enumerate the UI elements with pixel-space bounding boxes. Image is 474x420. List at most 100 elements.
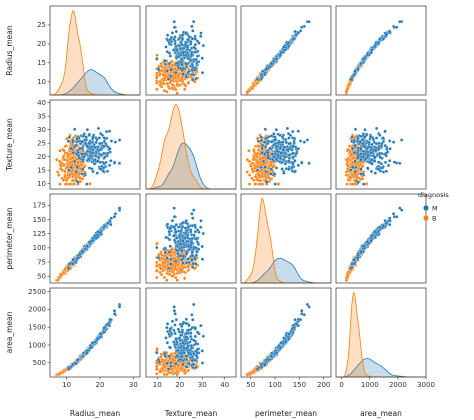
point-M: [259, 76, 263, 81]
point-M: [373, 155, 377, 159]
point-M: [96, 230, 100, 234]
point-M: [287, 156, 292, 160]
point-M: [71, 151, 76, 155]
point-M: [69, 146, 73, 151]
panel-area_mean-vs-Radius_mean: [335, 5, 427, 96]
point-B: [344, 275, 349, 280]
point-M: [177, 225, 181, 229]
point-M: [156, 67, 160, 71]
point-M: [274, 144, 279, 148]
point-M: [369, 135, 373, 139]
point-B: [78, 176, 82, 180]
point-B: [252, 149, 256, 153]
point-M: [194, 246, 198, 250]
point-B: [193, 266, 197, 270]
point-M: [108, 219, 112, 223]
point-M: [74, 260, 78, 265]
point-M: [108, 147, 112, 151]
point-M: [260, 151, 264, 155]
point-B: [71, 174, 75, 178]
point-M: [294, 151, 299, 155]
point-M: [193, 257, 197, 261]
point-M: [190, 37, 195, 41]
ytick-label: 35: [37, 112, 46, 120]
point-M: [112, 215, 117, 219]
point-B: [158, 267, 163, 271]
point-M: [263, 136, 268, 141]
point-M: [361, 182, 366, 186]
point-M: [282, 171, 286, 175]
point-M: [383, 143, 387, 148]
point-B: [253, 175, 258, 179]
point-M: [71, 138, 75, 143]
point-M: [291, 144, 295, 148]
point-M: [93, 162, 97, 166]
point-M: [174, 29, 178, 34]
point-M: [356, 146, 360, 151]
point-M: [285, 126, 290, 131]
point-M: [361, 149, 366, 153]
point-M: [269, 167, 274, 171]
point-M: [186, 38, 191, 42]
point-M: [263, 127, 267, 131]
point-M: [113, 140, 118, 144]
point-M: [78, 146, 82, 151]
point-M: [166, 77, 171, 81]
point-M: [67, 135, 72, 139]
point-M: [190, 250, 194, 254]
point-M: [165, 222, 170, 226]
panel-area_mean-vs-perimeter_mean: [335, 193, 427, 284]
point-M: [353, 159, 357, 164]
point-M: [190, 258, 194, 262]
point-B: [59, 164, 63, 168]
point-M: [369, 151, 373, 155]
point-M: [378, 133, 382, 137]
point-M: [173, 41, 177, 46]
point-M: [200, 244, 204, 249]
panel-background: [50, 6, 140, 95]
ytick-label: 150: [33, 216, 46, 224]
point-M: [104, 143, 109, 148]
point-M: [288, 133, 293, 137]
point-M: [90, 151, 94, 155]
point-M: [259, 165, 263, 170]
point-M: [88, 140, 93, 145]
point-B: [62, 163, 66, 167]
point-M: [283, 48, 288, 52]
ytick-label: 20: [37, 153, 46, 161]
point-M: [109, 139, 114, 143]
point-M: [273, 172, 277, 176]
point-M: [186, 57, 191, 61]
point-M: [361, 155, 365, 159]
point-B: [161, 261, 166, 265]
point-M: [184, 239, 189, 244]
point-M: [298, 139, 303, 143]
panel-Texture_mean-vs-Radius_mean: [145, 5, 237, 96]
point-M: [200, 71, 205, 75]
point-M: [369, 148, 373, 152]
point-M: [170, 31, 175, 35]
point-B: [155, 71, 159, 75]
point-M: [293, 159, 297, 163]
point-M: [155, 57, 159, 61]
point-B: [258, 178, 263, 183]
point-M: [271, 158, 275, 162]
ytick-label: 10: [37, 180, 46, 188]
point-M: [194, 50, 199, 54]
point-M: [179, 53, 183, 57]
point-M: [181, 50, 185, 55]
point-M: [264, 67, 269, 71]
point-B: [162, 264, 167, 269]
point-M: [156, 256, 160, 260]
point-B: [179, 78, 184, 82]
point-M: [287, 44, 291, 49]
point-B: [173, 266, 177, 271]
point-M: [109, 159, 113, 163]
point-M: [377, 147, 381, 151]
point-M: [296, 147, 301, 151]
point-M: [184, 53, 189, 57]
point-M: [290, 166, 294, 170]
point-B: [62, 149, 66, 153]
point-M: [172, 234, 176, 238]
